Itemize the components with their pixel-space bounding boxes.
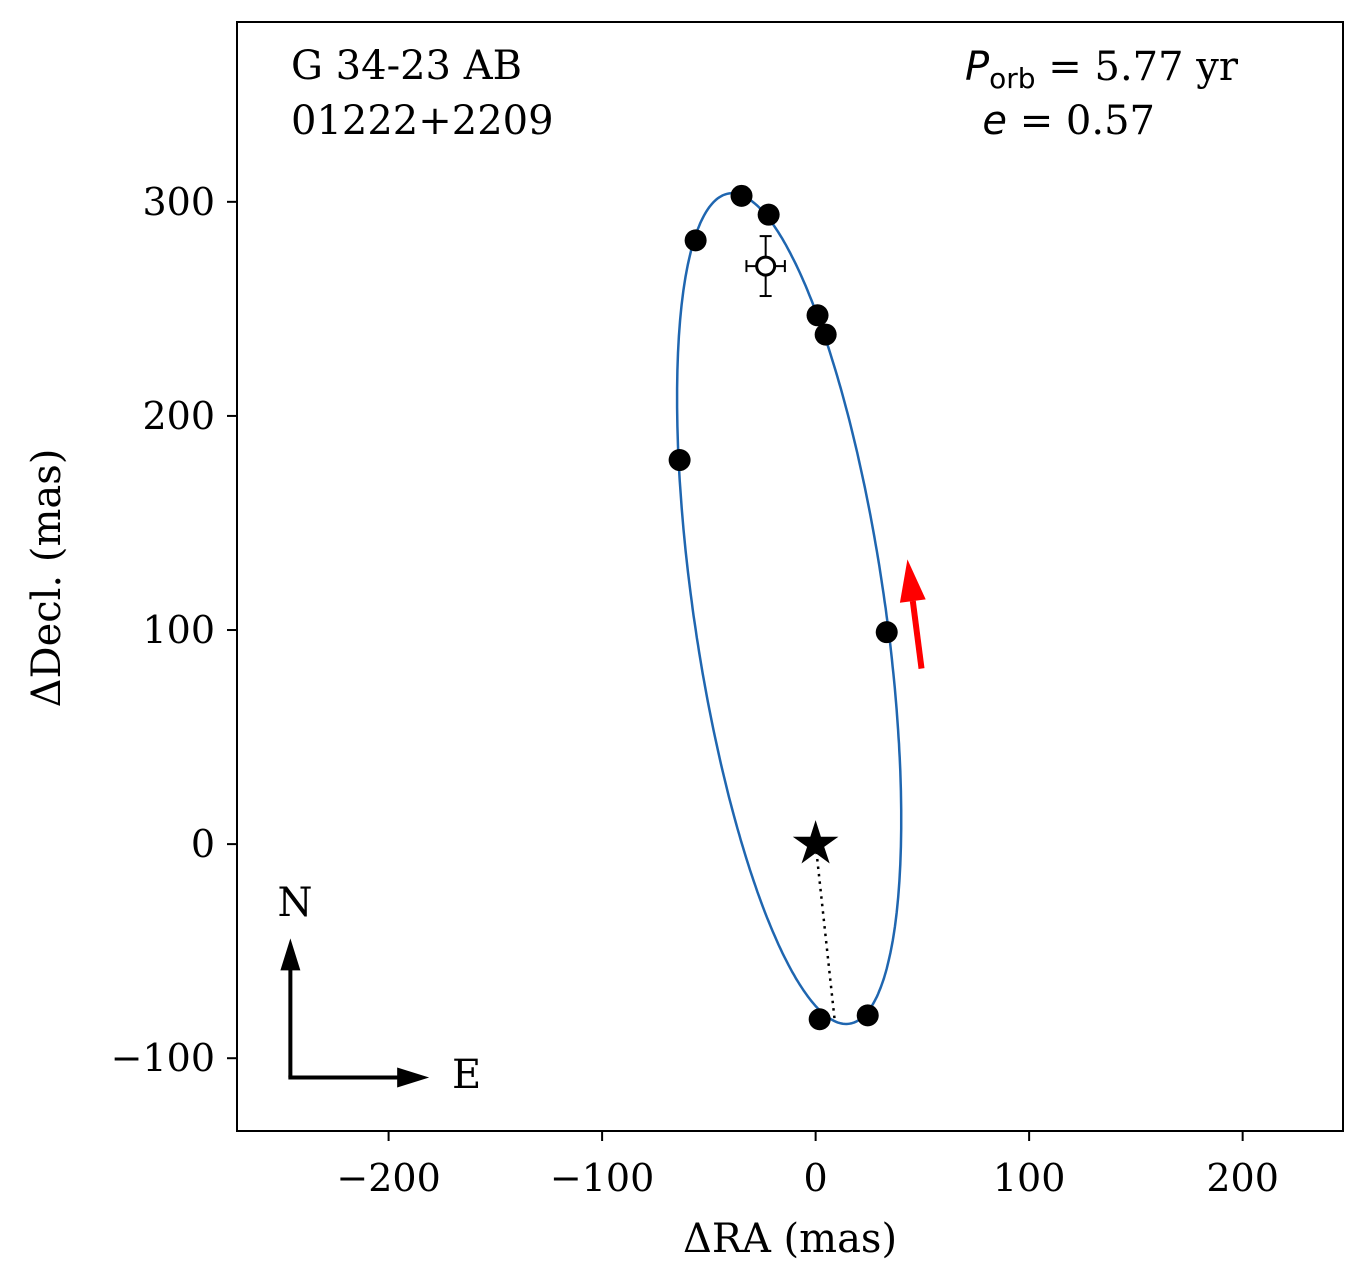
observation-point bbox=[814, 323, 837, 346]
y-tick-label: 100 bbox=[142, 608, 215, 652]
eccentricity-label: e = 0.57 bbox=[982, 98, 1155, 144]
periastron-line bbox=[814, 843, 836, 1020]
period-label: Porb = 5.77 yr bbox=[965, 44, 1239, 95]
system-name: G 34-23 AB bbox=[291, 43, 522, 89]
y-tick-label: 200 bbox=[142, 394, 215, 438]
period-value: = 5.77 yr bbox=[1036, 44, 1239, 90]
motion-arrow-head-icon bbox=[899, 559, 926, 603]
compass-east-label: E bbox=[452, 1052, 481, 1098]
compass-north-arrow-icon bbox=[280, 938, 301, 971]
observation-point bbox=[730, 184, 753, 207]
x-tick-label: −100 bbox=[550, 1156, 654, 1200]
period-symbol: P bbox=[965, 44, 990, 90]
x-tick-label: 100 bbox=[993, 1156, 1066, 1200]
x-tick-label: −200 bbox=[336, 1156, 440, 1200]
y-tick-label: −100 bbox=[111, 1036, 215, 1080]
period-subscript: orb bbox=[989, 62, 1035, 95]
motion-arrow-shaft bbox=[909, 600, 925, 669]
x-axis-label: ΔRA (mas) bbox=[683, 1216, 897, 1262]
y-tick-label: 300 bbox=[142, 180, 215, 224]
observation-point bbox=[668, 449, 691, 472]
y-axis-label: ΔDecl. (mas) bbox=[24, 449, 70, 708]
open-observation-point bbox=[755, 255, 777, 277]
compass-east-arrow-icon bbox=[397, 1067, 430, 1088]
plot-frame bbox=[236, 21, 1344, 1132]
orbit-curve bbox=[675, 192, 903, 1026]
observation-point bbox=[808, 1008, 831, 1031]
x-tick-label: 200 bbox=[1206, 1156, 1279, 1200]
observation-point bbox=[856, 1004, 879, 1027]
observation-point bbox=[757, 203, 780, 226]
system-id: 01222+2209 bbox=[291, 98, 554, 144]
primary-star-icon bbox=[792, 820, 839, 864]
observation-point bbox=[875, 621, 898, 644]
observation-point bbox=[806, 304, 829, 327]
y-tick-label: 0 bbox=[191, 822, 215, 866]
observation-point bbox=[684, 229, 707, 252]
ecc-value: = 0.57 bbox=[1007, 98, 1155, 144]
x-tick-label: 0 bbox=[804, 1156, 828, 1200]
compass-north-label: N bbox=[278, 880, 313, 926]
ecc-symbol: e bbox=[982, 98, 1007, 144]
